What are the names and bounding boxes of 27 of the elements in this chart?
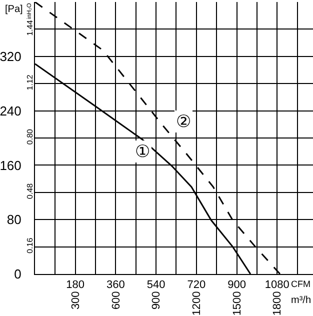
- x-tick-label: 360: [106, 279, 125, 292]
- y2-tick-label: 1.12: [25, 74, 34, 90]
- x-axis-title: CFM: [291, 279, 310, 289]
- y-tick-label: 160: [0, 158, 22, 173]
- x2-tick-label: 1200: [190, 291, 203, 316]
- y2-tick-label: 1.44: [25, 20, 34, 36]
- x2-axis-title: m³/h: [291, 295, 311, 306]
- x2-tick-label: 1800: [272, 291, 284, 316]
- x-tick-label: 180: [66, 279, 85, 292]
- y2-tick-label: 0.48: [25, 182, 34, 199]
- y2-tick-label: 0.80: [25, 128, 34, 145]
- annotation: ①: [135, 142, 150, 161]
- y-axis-title: [Pa]: [5, 4, 24, 15]
- y-tick-label: 0: [14, 266, 22, 282]
- y-tick-label: 320: [0, 48, 22, 64]
- y-tick-label: 80: [6, 212, 22, 228]
- x-tick-label: 900: [228, 279, 246, 292]
- y2-tick-label: 0.16: [25, 237, 34, 254]
- x-tick-label: 540: [146, 279, 166, 292]
- x2-tick-label: 600: [110, 291, 122, 310]
- x2-tick-label: 1500: [231, 291, 244, 316]
- x-tick-label: 720: [187, 279, 206, 292]
- x2-tick-label: 300: [70, 291, 82, 310]
- annotation: ②: [176, 112, 191, 131]
- x-tick-label: 1080: [264, 279, 290, 292]
- y-tick-label: 240: [0, 103, 22, 118]
- x2-tick-label: 900: [150, 291, 163, 310]
